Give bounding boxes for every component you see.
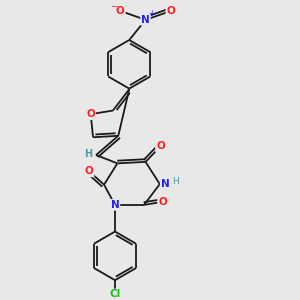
Text: H: H (172, 177, 178, 186)
Text: O: O (156, 142, 165, 152)
Text: H: H (84, 148, 92, 159)
Text: O: O (85, 167, 94, 176)
Text: N: N (141, 15, 150, 25)
Text: +: + (148, 9, 155, 18)
Text: O: O (167, 6, 175, 16)
Text: O: O (158, 197, 167, 207)
Text: N: N (111, 200, 119, 210)
Text: Cl: Cl (110, 290, 121, 299)
Text: O: O (86, 109, 95, 119)
Text: N: N (161, 179, 170, 189)
Text: O: O (116, 6, 125, 16)
Text: −: − (110, 1, 118, 10)
